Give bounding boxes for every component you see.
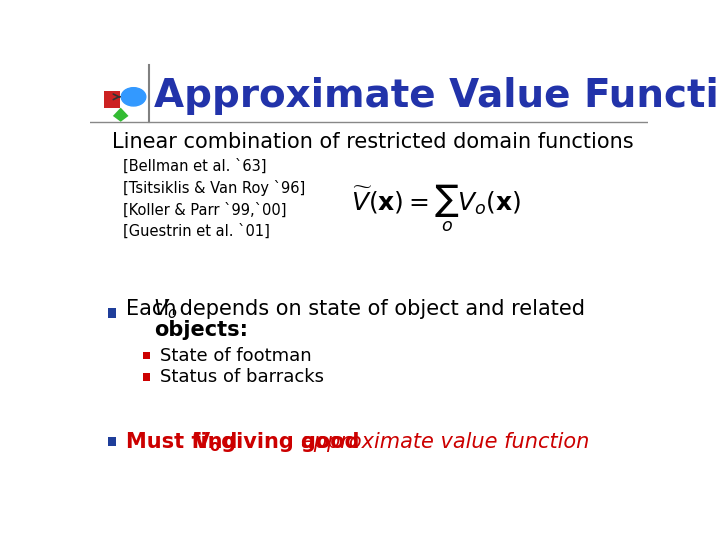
Text: [Koller & Parr `99,`00]: [Koller & Parr `99,`00]	[124, 202, 287, 218]
Text: objects:: objects:	[154, 320, 248, 340]
Text: [Bellman et al. `63]: [Bellman et al. `63]	[124, 159, 267, 174]
Text: $\mathbf{V_o}$: $\mathbf{V_o}$	[193, 430, 221, 454]
Polygon shape	[113, 107, 128, 122]
FancyBboxPatch shape	[109, 308, 116, 318]
Text: Each: Each	[126, 299, 184, 319]
Text: $\widetilde{V}(\mathbf{x}) = \sum_o V_o(\mathbf{x})$: $\widetilde{V}(\mathbf{x}) = \sum_o V_o(…	[351, 183, 521, 234]
Text: Linear combination of restricted domain functions: Linear combination of restricted domain …	[112, 132, 634, 152]
Text: [Guestrin et al. `01]: [Guestrin et al. `01]	[124, 224, 270, 239]
Text: State of footman: State of footman	[160, 347, 311, 365]
Text: depends on state of object and related: depends on state of object and related	[173, 299, 585, 319]
FancyBboxPatch shape	[143, 373, 150, 381]
Text: approximate value function: approximate value function	[301, 433, 589, 453]
Text: Status of barracks: Status of barracks	[160, 368, 324, 387]
Text: Approximate Value Functions: Approximate Value Functions	[154, 77, 720, 115]
FancyBboxPatch shape	[104, 91, 120, 107]
FancyBboxPatch shape	[143, 352, 150, 359]
Text: [Tsitsiklis & Van Roy `96]: [Tsitsiklis & Van Roy `96]	[124, 180, 306, 197]
Text: Must find: Must find	[126, 433, 245, 453]
Text: giving good: giving good	[214, 433, 366, 453]
Text: $V_o$: $V_o$	[153, 298, 178, 321]
FancyBboxPatch shape	[109, 436, 116, 446]
Circle shape	[121, 87, 145, 106]
